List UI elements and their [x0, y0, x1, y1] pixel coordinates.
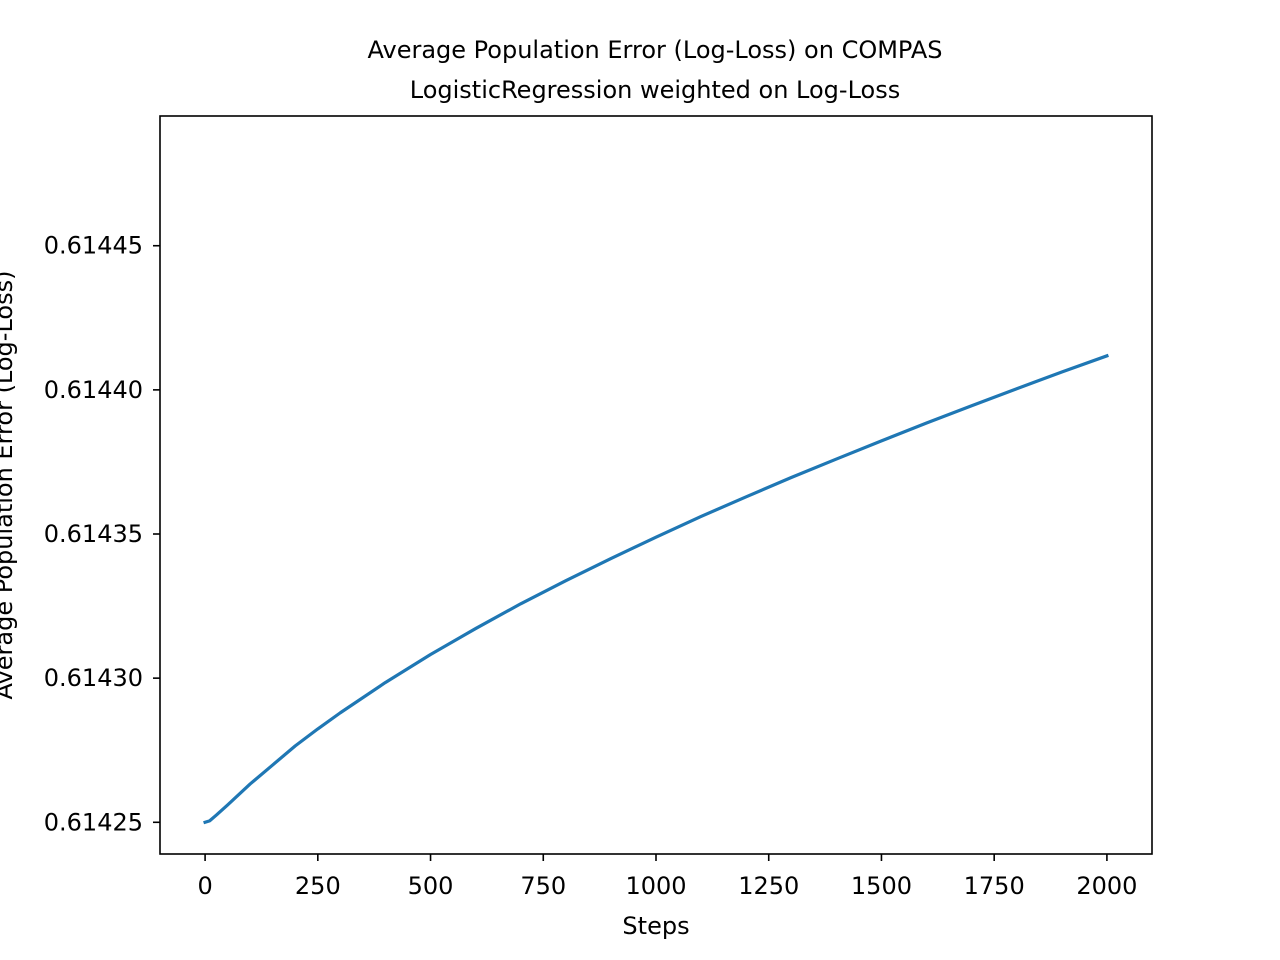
- x-axis-ticks: 0 250 500 750 1000 1250 1500 1750 2000: [197, 854, 1137, 900]
- x-axis-label: Steps: [622, 912, 689, 940]
- y-tick-label: 0.61440: [44, 376, 143, 404]
- plot-frame: [159, 115, 1153, 855]
- y-tick-label: 0.61425: [44, 808, 143, 836]
- x-tick-label: 750: [520, 872, 566, 900]
- y-axis-ticks: 0.61425 0.61430 0.61435 0.61440 0.61445: [44, 232, 160, 836]
- x-tick-label: 0: [197, 872, 212, 900]
- chart-subtitle: LogisticRegression weighted on Log-Loss: [410, 76, 900, 104]
- x-tick-label: 1750: [964, 872, 1025, 900]
- x-tick-label: 1250: [738, 872, 799, 900]
- y-tick-label: 0.61430: [44, 664, 143, 692]
- x-tick-label: 2000: [1076, 872, 1137, 900]
- x-tick-label: 1500: [851, 872, 912, 900]
- chart-title: Average Population Error (Log-Loss) on C…: [367, 36, 942, 64]
- y-axis-label: Average Population Error (Log-Loss): [0, 271, 18, 700]
- y-tick-label: 0.61445: [44, 232, 143, 260]
- x-tick-label: 500: [408, 872, 454, 900]
- x-tick-label: 1000: [625, 872, 686, 900]
- series-line: [203, 353, 1109, 825]
- y-tick-label: 0.61435: [44, 520, 143, 548]
- x-tick-label: 250: [295, 872, 341, 900]
- series-layer: [203, 353, 1109, 825]
- plot-area: [160, 116, 1152, 854]
